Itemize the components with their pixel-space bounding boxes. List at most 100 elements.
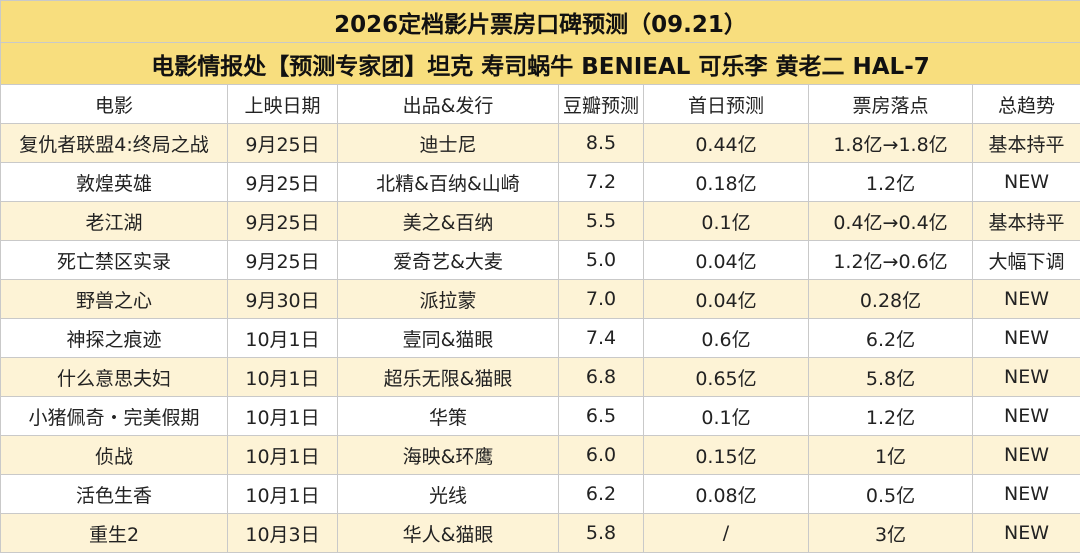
cell: 7.2 bbox=[558, 162, 644, 202]
cell: 7.4 bbox=[558, 318, 644, 358]
cell: 敦煌英雄 bbox=[0, 162, 228, 202]
cell: 华人&猫眼 bbox=[337, 513, 559, 553]
cell: 10月1日 bbox=[227, 357, 338, 397]
cell: 6.2亿 bbox=[808, 318, 973, 358]
cell: 基本持平 bbox=[972, 123, 1080, 163]
cell: 0.65亿 bbox=[643, 357, 809, 397]
cell: 0.18亿 bbox=[643, 162, 809, 202]
column-header: 首日预测 bbox=[643, 84, 809, 124]
cell: 海映&环鹰 bbox=[337, 435, 559, 475]
cell: 0.6亿 bbox=[643, 318, 809, 358]
cell: 超乐无限&猫眼 bbox=[337, 357, 559, 397]
cell: 基本持平 bbox=[972, 201, 1080, 241]
table-row: 什么意思夫妇 10月1日 超乐无限&猫眼 6.8 0.65亿 5.8亿 NEW bbox=[0, 357, 1080, 397]
cell: NEW bbox=[972, 357, 1080, 397]
cell: 10月1日 bbox=[227, 396, 338, 436]
cell: 派拉蒙 bbox=[337, 279, 559, 319]
cell: 10月1日 bbox=[227, 474, 338, 514]
cell: 光线 bbox=[337, 474, 559, 514]
cell: 9月25日 bbox=[227, 162, 338, 202]
cell: NEW bbox=[972, 162, 1080, 202]
table-row: 侦战 10月1日 海映&环鹰 6.0 0.15亿 1亿 NEW bbox=[0, 435, 1080, 475]
cell: NEW bbox=[972, 318, 1080, 358]
cell: 6.0 bbox=[558, 435, 644, 475]
cell: 1.8亿→1.8亿 bbox=[808, 123, 973, 163]
cell: 1.2亿→0.6亿 bbox=[808, 240, 973, 280]
cell: 野兽之心 bbox=[0, 279, 228, 319]
table-row: 小猪佩奇・完美假期 10月1日 华策 6.5 0.1亿 1.2亿 NEW bbox=[0, 396, 1080, 436]
cell: 1.2亿 bbox=[808, 396, 973, 436]
column-header: 电影 bbox=[0, 84, 228, 124]
cell: 5.8 bbox=[558, 513, 644, 553]
cell: 小猪佩奇・完美假期 bbox=[0, 396, 228, 436]
cell: 爱奇艺&大麦 bbox=[337, 240, 559, 280]
cell: NEW bbox=[972, 279, 1080, 319]
cell: 8.5 bbox=[558, 123, 644, 163]
cell: 0.4亿→0.4亿 bbox=[808, 201, 973, 241]
cell: 0.04亿 bbox=[643, 279, 809, 319]
cell: 神探之痕迹 bbox=[0, 318, 228, 358]
cell: 1亿 bbox=[808, 435, 973, 475]
table-row: 重生2 10月3日 华人&猫眼 5.8/3亿 NEW bbox=[0, 513, 1080, 553]
cell: 什么意思夫妇 bbox=[0, 357, 228, 397]
table-row: 活色生香 10月1日 光线 6.2 0.08亿 0.5亿 NEW bbox=[0, 474, 1080, 514]
cell: 10月1日 bbox=[227, 435, 338, 475]
column-header: 票房落点 bbox=[808, 84, 973, 124]
cell: 6.8 bbox=[558, 357, 644, 397]
column-header: 总趋势 bbox=[972, 84, 1080, 124]
cell: 壹同&猫眼 bbox=[337, 318, 559, 358]
cell: 9月25日 bbox=[227, 123, 338, 163]
cell: 9月25日 bbox=[227, 240, 338, 280]
cell: 1.2亿 bbox=[808, 162, 973, 202]
table-row: 老江湖 9月25日 美之&百纳 5.5 0.1亿 0.4亿→0.4亿 基本持平 bbox=[0, 201, 1080, 241]
cell: 10月3日 bbox=[227, 513, 338, 553]
cell: 6.5 bbox=[558, 396, 644, 436]
column-header: 豆瓣预测 bbox=[558, 84, 644, 124]
cell: 3亿 bbox=[808, 513, 973, 553]
table-row: 复仇者联盟4:终局之战 9月25日 迪士尼 8.5 0.44亿 1.8亿→1.8亿 基本持平 bbox=[0, 123, 1080, 163]
title: 2026定档影片票房口碑预测（09.21） bbox=[0, 0, 1080, 43]
cell: 9月25日 bbox=[227, 201, 338, 241]
cell: / bbox=[643, 513, 809, 553]
cell: 北精&百纳&山崎 bbox=[337, 162, 559, 202]
cell: 5.8亿 bbox=[808, 357, 973, 397]
cell: 0.08亿 bbox=[643, 474, 809, 514]
cell: NEW bbox=[972, 513, 1080, 553]
subtitle: 电影情报处【预测专家团】坦克 寿司蜗牛 BENIEAL 可乐李 黄老二 HAL-… bbox=[0, 42, 1080, 85]
cell: 死亡禁区实录 bbox=[0, 240, 228, 280]
table-row: 敦煌英雄 9月25日 北精&百纳&山崎 7.2 0.18亿 1.2亿 NEW bbox=[0, 162, 1080, 202]
cell: 华策 bbox=[337, 396, 559, 436]
cell: NEW bbox=[972, 435, 1080, 475]
header-row: 电影 上映日期 出品&发行 豆瓣预测 首日预测 票房落点 总趋势 bbox=[0, 84, 1080, 124]
cell: 5.0 bbox=[558, 240, 644, 280]
cell: 5.5 bbox=[558, 201, 644, 241]
table-row: 野兽之心 9月30日 派拉蒙 7.0 0.04亿 0.28亿 NEW bbox=[0, 279, 1080, 319]
cell: 6.2 bbox=[558, 474, 644, 514]
cell: 9月30日 bbox=[227, 279, 338, 319]
table-row: 死亡禁区实录 9月25日 爱奇艺&大麦 5.0 0.04亿 1.2亿→0.6亿 大幅下调 bbox=[0, 240, 1080, 280]
cell: 迪士尼 bbox=[337, 123, 559, 163]
cell: NEW bbox=[972, 396, 1080, 436]
column-header: 上映日期 bbox=[227, 84, 338, 124]
cell: 0.1亿 bbox=[643, 396, 809, 436]
cell: 0.28亿 bbox=[808, 279, 973, 319]
cell: 重生2 bbox=[0, 513, 228, 553]
cell: 复仇者联盟4:终局之战 bbox=[0, 123, 228, 163]
column-header: 出品&发行 bbox=[337, 84, 559, 124]
cell: 0.1亿 bbox=[643, 201, 809, 241]
cell: 0.15亿 bbox=[643, 435, 809, 475]
cell: 0.44亿 bbox=[643, 123, 809, 163]
cell: 10月1日 bbox=[227, 318, 338, 358]
cell: 7.0 bbox=[558, 279, 644, 319]
cell: 侦战 bbox=[0, 435, 228, 475]
cell: 大幅下调 bbox=[972, 240, 1080, 280]
cell: NEW bbox=[972, 474, 1080, 514]
cell: 0.5亿 bbox=[808, 474, 973, 514]
cell: 美之&百纳 bbox=[337, 201, 559, 241]
cell: 老江湖 bbox=[0, 201, 228, 241]
table-row: 神探之痕迹 10月1日 壹同&猫眼 7.4 0.6亿 6.2亿 NEW bbox=[0, 318, 1080, 358]
cell: 0.04亿 bbox=[643, 240, 809, 280]
cell: 活色生香 bbox=[0, 474, 228, 514]
